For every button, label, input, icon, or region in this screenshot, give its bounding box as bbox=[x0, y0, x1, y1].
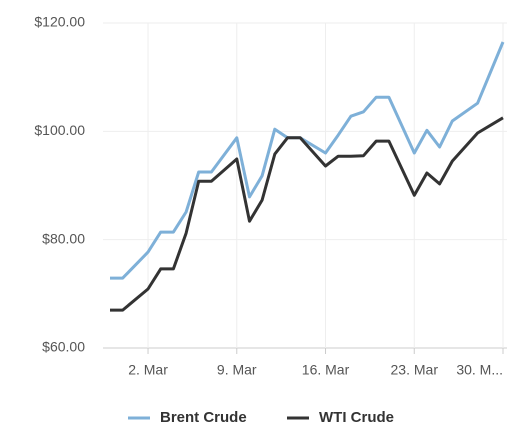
x-tick-label: 16. Mar bbox=[302, 362, 350, 378]
x-tick-label: 9. Mar bbox=[217, 362, 257, 378]
y-tick-label: $60.00 bbox=[42, 339, 85, 355]
x-tick-label: 30. M... bbox=[456, 362, 503, 378]
legend-label: Brent Crude bbox=[160, 409, 247, 426]
series-line bbox=[110, 116, 504, 312]
legend-label: WTI Crude bbox=[319, 409, 394, 426]
y-tick-label: $120.00 bbox=[34, 14, 85, 30]
y-tick-label: $100.00 bbox=[34, 122, 85, 138]
x-tick-label: 2. Mar bbox=[128, 362, 168, 378]
y-tick-label: $80.00 bbox=[42, 230, 85, 246]
series-line bbox=[110, 41, 505, 280]
x-tick-label: 23. Mar bbox=[391, 362, 439, 378]
